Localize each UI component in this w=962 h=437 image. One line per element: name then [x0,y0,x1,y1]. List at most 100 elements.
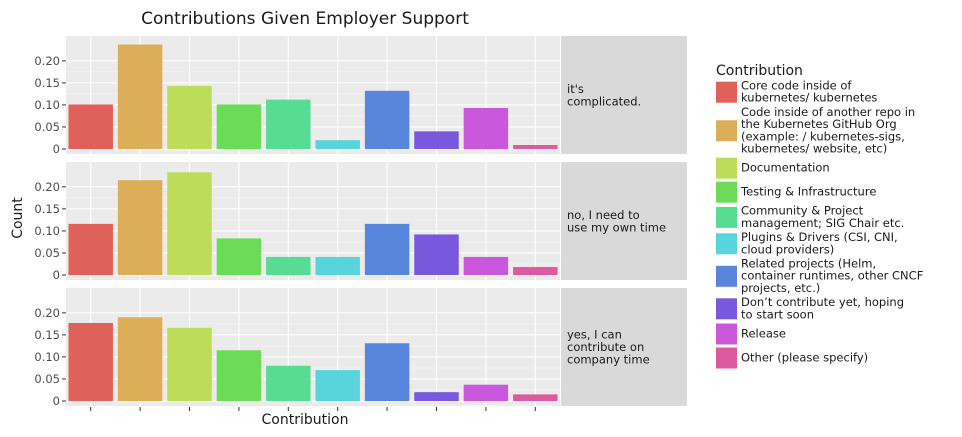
bar [513,267,558,275]
bar [463,384,509,401]
bar [117,317,163,401]
legend-swatch [716,120,737,142]
x-axis-label: Contribution [262,412,349,428]
bar [266,256,311,275]
legend-swatch [716,323,737,345]
legend-item: Testing & Infrastructure [716,181,876,203]
legend-label: kubernetes/ website, etc) [741,142,887,156]
bar [68,223,113,275]
facet-strip-label: yes, I can [567,328,622,342]
legend-item: Other (please specify) [716,347,868,369]
facet-strip-label: use my own time [567,220,666,234]
y-axis-label: Count [10,197,26,239]
legend-swatch [716,81,737,103]
legend-label: Core code inside of [741,79,852,93]
legend-swatch [716,157,737,179]
legend-label: container runtimes, other CNCF [741,269,923,283]
legend-label: to start soon [741,307,814,321]
bar [117,180,163,275]
legend-label: management; SIG Chair etc. [741,216,904,230]
y-tick-label: 0 [53,142,60,156]
facet-strip [561,162,687,280]
bar [68,322,113,401]
y-tick-label: 0 [53,268,60,282]
chart-title: Contributions Given Employer Support [141,9,469,29]
legend-title: Contribution [716,63,803,79]
y-tick-label: 0.15 [34,76,60,90]
facet-strip-label: contribute on [567,340,644,354]
legend-item: Documentation [716,157,830,179]
bar [315,370,360,401]
bar [513,394,558,401]
legend-label: Don’t contribute yet, hoping [741,295,904,309]
y-tick-label: 0.10 [34,224,60,238]
facet-strip-label: no, I need to [567,208,640,222]
legend-swatch [716,298,737,320]
bar [364,343,410,401]
legend-label: Plugins & Drivers (CSI, CNI, [741,230,898,244]
legend-label: projects, etc.) [741,281,820,295]
bar [216,104,262,149]
y-tick-label: 0.05 [34,372,60,386]
legend-swatch [716,206,737,228]
legend-item: Release [716,323,786,345]
facet-strip-label: it's [567,82,584,96]
bar [463,108,509,149]
facet-strip-label: company time [567,353,650,367]
bar [167,172,212,275]
bar [414,392,459,401]
bar [167,85,212,149]
legend-swatch [716,181,737,203]
bar [463,256,509,275]
bar [315,140,360,149]
bar [364,223,410,275]
bar [364,90,410,149]
y-tick-label: 0.20 [34,306,60,320]
legend-label: Related projects (Helm, [741,257,876,271]
y-tick-label: 0.15 [34,328,60,342]
x-axis-ticks [90,407,536,411]
bar [266,365,311,401]
legend-label: (example: / kubernetes-sigs, [741,129,905,143]
bar [117,44,163,149]
bar [315,256,360,275]
bar [216,238,262,275]
bar [414,234,459,275]
bar [68,104,113,149]
y-tick-label: 0.10 [34,98,60,112]
y-tick-label: 0.10 [34,350,60,364]
y-tick-label: 0.20 [34,54,60,68]
legend: Contribution Core code inside ofkubernet… [716,63,923,369]
y-tick-label: 0.20 [34,180,60,194]
legend-item: Plugins & Drivers (CSI, CNI,cloud provid… [716,230,898,256]
legend-label: Other (please specify) [741,350,868,364]
facet-strip [561,288,687,406]
facet-strip [561,36,687,154]
y-tick-label: 0.05 [34,120,60,134]
bar [216,350,262,401]
bar [167,327,212,401]
legend-swatch [716,233,737,255]
legend-label: Code inside of another repo in [741,105,915,119]
legend-label: Testing & Infrastructure [740,185,876,199]
bar [513,145,558,149]
legend-swatch [716,265,737,287]
y-tick-label: 0 [53,394,60,408]
legend-label: Release [741,326,786,340]
legend-label: Community & Project [741,204,864,218]
legend-item: Related projects (Helm,container runtime… [716,257,923,295]
bar [266,99,311,149]
facet-strip-label: complicated. [567,94,641,108]
bar [414,131,459,149]
y-tick-label: 0.05 [34,246,60,260]
legend-label: Documentation [741,161,830,175]
